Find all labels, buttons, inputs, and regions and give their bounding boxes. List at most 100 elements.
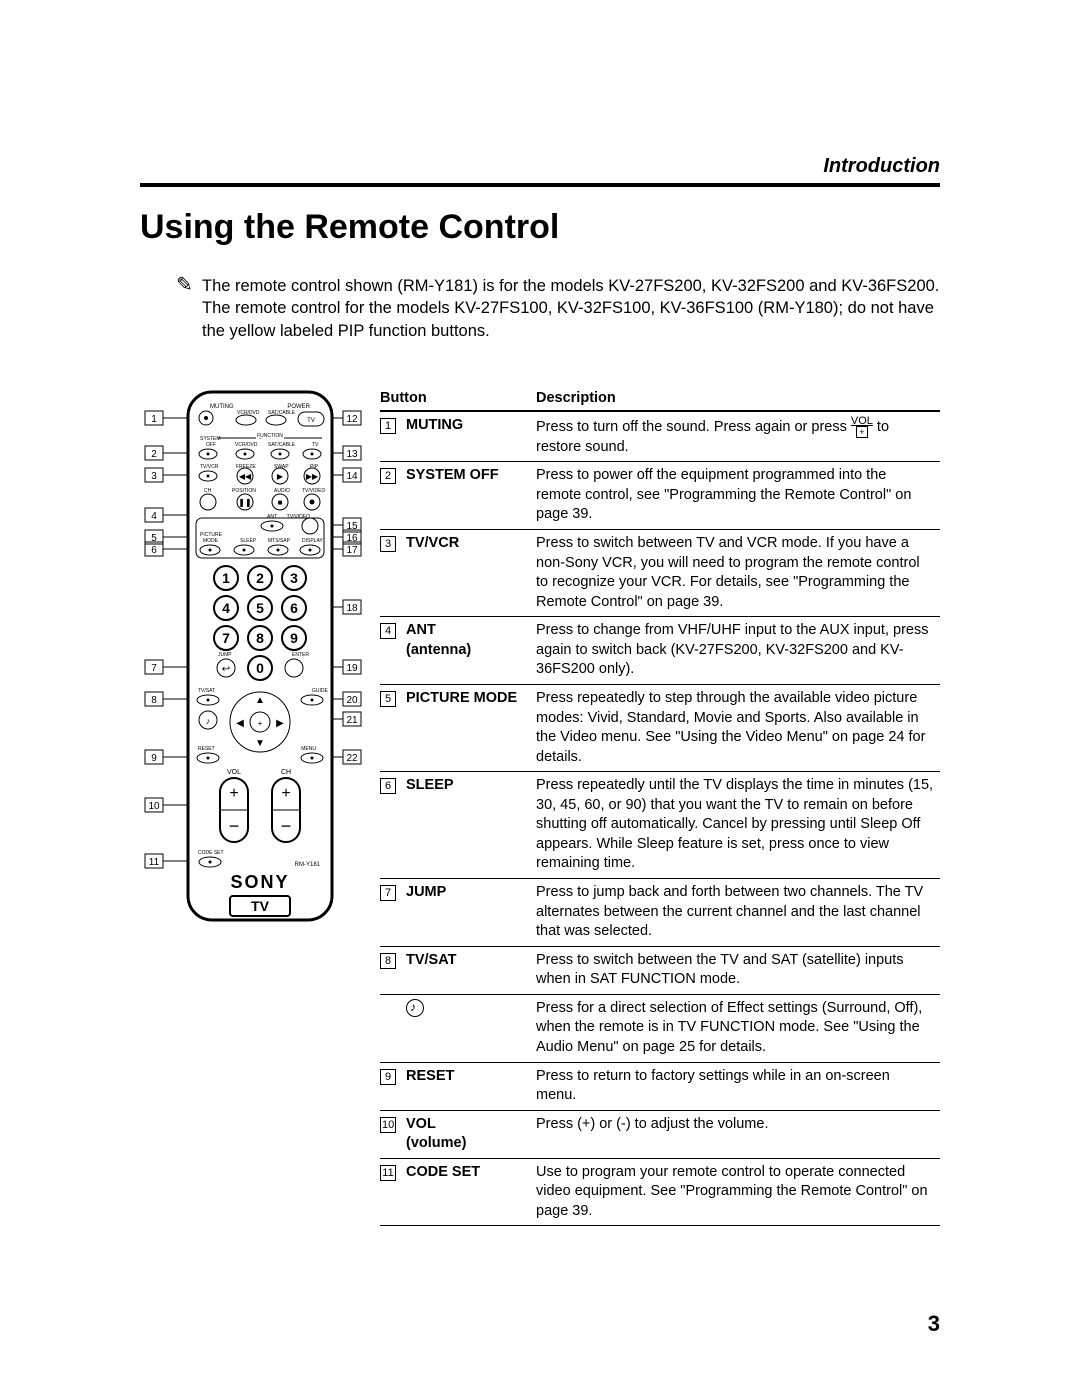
- row-button: JUMP: [406, 879, 536, 947]
- description-table-wrap: Button Description 1MUTINGPress to turn …: [380, 386, 940, 1227]
- svg-text:4: 4: [222, 600, 230, 616]
- note-text: The remote control shown (RM-Y181) is fo…: [202, 275, 940, 342]
- row-button: RESET: [406, 1062, 536, 1110]
- table-row: 10VOL(volume)Press (+) or (-) to adjust …: [380, 1110, 940, 1158]
- row-button: VOL(volume): [406, 1110, 536, 1158]
- svg-text:6: 6: [151, 545, 157, 556]
- svg-text:POSITION: POSITION: [232, 488, 256, 494]
- row-num: 8: [380, 946, 406, 994]
- row-button: MUTING: [406, 411, 536, 462]
- note-block: ✎ The remote control shown (RM-Y181) is …: [176, 275, 940, 342]
- page-title: Using the Remote Control: [140, 208, 940, 247]
- row-button: TV/SAT: [406, 946, 536, 994]
- svg-text:GUIDE: GUIDE: [312, 688, 329, 694]
- row-button: [406, 994, 536, 1062]
- row-num: 1: [380, 411, 406, 462]
- svg-text:12: 12: [346, 414, 358, 425]
- col-description: Description: [536, 386, 940, 411]
- svg-text:9: 9: [290, 630, 298, 646]
- row-desc: Press for a direct selection of Effect s…: [536, 994, 940, 1062]
- svg-text:♪: ♪: [206, 716, 211, 726]
- svg-text:7: 7: [222, 630, 230, 646]
- row-num: 4: [380, 617, 406, 685]
- svg-text:+: +: [281, 785, 290, 802]
- note-icon: ✎: [176, 275, 202, 342]
- svg-text:◀◀: ◀◀: [239, 472, 252, 481]
- row-desc: Press to switch between the TV and SAT (…: [536, 946, 940, 994]
- row-num: 6: [380, 772, 406, 879]
- row-desc: Press repeatedly until the TV displays t…: [536, 772, 940, 879]
- svg-text:4: 4: [151, 511, 157, 522]
- svg-text:▼: ▼: [255, 738, 265, 749]
- table-row: Press for a direct selection of Effect s…: [380, 994, 940, 1062]
- row-button: ANT(antenna): [406, 617, 536, 685]
- table-row: 3TV/VCRPress to switch between TV and VC…: [380, 530, 940, 617]
- svg-text:11: 11: [149, 857, 160, 868]
- svg-text:6: 6: [290, 600, 298, 616]
- row-button: PICTURE MODE: [406, 684, 536, 771]
- svg-text:VOL: VOL: [227, 769, 241, 776]
- row-num: 11: [380, 1158, 406, 1226]
- svg-text:14: 14: [346, 471, 358, 482]
- row-desc: Press to change from VHF/UHF input to th…: [536, 617, 940, 685]
- svg-text:7: 7: [151, 663, 157, 674]
- svg-text:OFF: OFF: [206, 442, 216, 448]
- row-desc: Press repeatedly to step through the ava…: [536, 684, 940, 771]
- svg-text:ENTER: ENTER: [292, 652, 309, 658]
- svg-text:8: 8: [256, 630, 264, 646]
- svg-text:0: 0: [256, 660, 264, 676]
- row-desc: Press to jump back and forth between two…: [536, 879, 940, 947]
- svg-text:CH: CH: [281, 769, 291, 776]
- svg-text:CH: CH: [204, 488, 212, 494]
- row-button: CODE SET: [406, 1158, 536, 1226]
- svg-text:RESET: RESET: [198, 746, 215, 752]
- svg-text:3: 3: [151, 471, 157, 482]
- svg-text:ANT: ANT: [267, 514, 277, 520]
- svg-text:22: 22: [346, 753, 358, 764]
- remote-diagram: SONY TV RM-Y181 MUTING POWER VCR/DVDSAT/…: [140, 386, 380, 1227]
- svg-text:−: −: [229, 816, 240, 836]
- row-num: 2: [380, 462, 406, 530]
- svg-text:CODE SET: CODE SET: [198, 850, 224, 856]
- table-row: 11CODE SETUse to program your remote con…: [380, 1158, 940, 1226]
- svg-text:TV/VCR: TV/VCR: [200, 464, 219, 470]
- svg-text:5: 5: [256, 600, 264, 616]
- svg-text:+: +: [258, 719, 263, 728]
- svg-text:19: 19: [346, 663, 358, 674]
- svg-text:PIP: PIP: [310, 464, 319, 470]
- table-row: 4ANT(antenna)Press to change from VHF/UH…: [380, 617, 940, 685]
- svg-text:TV/VIDEO: TV/VIDEO: [302, 488, 325, 494]
- table-row: 1MUTINGPress to turn off the sound. Pres…: [380, 411, 940, 462]
- row-num: 3: [380, 530, 406, 617]
- svg-text:9: 9: [151, 753, 157, 764]
- svg-text:AUDIO: AUDIO: [274, 488, 290, 494]
- row-desc: Press (+) or (-) to adjust the volume.: [536, 1110, 940, 1158]
- svg-text:20: 20: [346, 695, 358, 706]
- svg-text:◀: ◀: [236, 718, 244, 729]
- svg-text:13: 13: [346, 449, 358, 460]
- remote-svg: SONY TV RM-Y181 MUTING POWER VCR/DVDSAT/…: [140, 386, 380, 956]
- row-desc: Press to power off the equipment program…: [536, 462, 940, 530]
- row-button: SYSTEM OFF: [406, 462, 536, 530]
- svg-text:MTS/SAP: MTS/SAP: [268, 538, 291, 544]
- svg-text:TV/SAT: TV/SAT: [198, 688, 215, 694]
- row-num: 9: [380, 1062, 406, 1110]
- table-row: 5PICTURE MODEPress repeatedly to step th…: [380, 684, 940, 771]
- svg-text:▲: ▲: [255, 695, 265, 706]
- svg-text:FUNCTION: FUNCTION: [257, 433, 283, 439]
- svg-text:FREEZE: FREEZE: [236, 464, 256, 470]
- svg-text:21: 21: [346, 715, 358, 726]
- model-text: RM-Y181: [295, 862, 321, 868]
- svg-text:❚❚: ❚❚: [238, 498, 251, 507]
- svg-text:MENU: MENU: [301, 746, 316, 752]
- row-desc: Use to program your remote control to op…: [536, 1158, 940, 1226]
- svg-text:2: 2: [256, 570, 264, 586]
- svg-text:VCR/DVD: VCR/DVD: [235, 442, 258, 448]
- svg-text:SLEEP: SLEEP: [240, 538, 257, 544]
- brand-text: SONY: [230, 872, 289, 892]
- svg-text:3: 3: [290, 570, 298, 586]
- svg-text:DISPLAY: DISPLAY: [302, 538, 323, 544]
- svg-text:MODE: MODE: [203, 538, 219, 544]
- svg-text:−: −: [281, 816, 292, 836]
- svg-text:SAT/CABLE: SAT/CABLE: [268, 442, 296, 448]
